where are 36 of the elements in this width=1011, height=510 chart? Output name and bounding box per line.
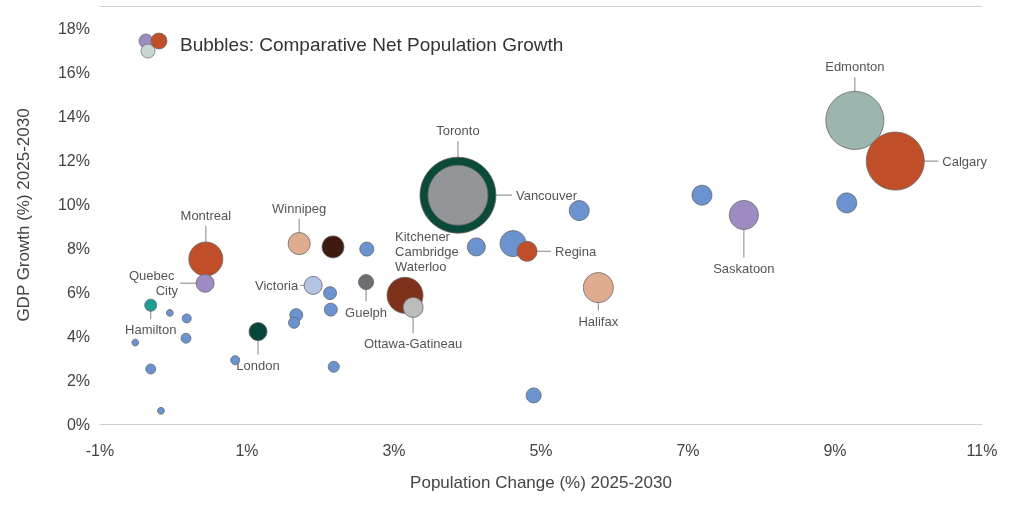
x-tick-label: 5% <box>529 441 553 459</box>
annotation: Saskatoon <box>713 260 775 276</box>
annotation: London <box>236 357 280 373</box>
annotation: Quebec City <box>128 268 179 299</box>
y-tick-label: 10% <box>57 195 90 213</box>
annotation: Bubbles: Comparative Net Population Growth <box>180 34 564 55</box>
x-tick-label: -1% <box>85 441 115 459</box>
y-tick-label: 0% <box>66 415 90 433</box>
annotation: Guelph <box>345 304 388 320</box>
x-tick-label: 1% <box>235 441 259 459</box>
x-tick-label: 3% <box>382 441 406 459</box>
x-axis-title: Population Change (%) 2025-2030 <box>410 473 672 492</box>
x-tick-label: 7% <box>676 441 700 459</box>
y-axis-title: GDP Growth (%) 2025-2030 <box>14 108 33 322</box>
y-tick-label: 6% <box>66 283 90 301</box>
annotation: Halifax <box>578 313 619 329</box>
x-tick-label: 9% <box>823 441 847 459</box>
y-tick-label: 8% <box>66 239 90 257</box>
x-tick-label: 11% <box>966 441 998 459</box>
annotation: Calgary <box>942 153 988 169</box>
y-tick-label: 2% <box>66 371 90 389</box>
annotation: Kitchener Cambridge Waterloo <box>395 229 463 275</box>
annotation: Hamilton <box>125 322 177 338</box>
annotation: Vancouver <box>515 187 578 203</box>
annotation: Regina <box>555 243 597 259</box>
y-tick-label: 18% <box>57 19 90 37</box>
y-tick-label: 16% <box>57 63 90 81</box>
annotation: Toronto <box>436 123 480 139</box>
y-tick-label: 12% <box>57 151 90 169</box>
annotation: Edmonton <box>825 59 885 75</box>
annotation: Montreal <box>180 208 232 224</box>
annotation: Victoria <box>255 277 299 293</box>
y-tick-label: 14% <box>57 107 90 125</box>
y-tick-label: 4% <box>66 327 90 345</box>
annotation: Winnipeg <box>272 200 327 216</box>
annotation: Ottawa-Gatineau <box>363 336 463 352</box>
